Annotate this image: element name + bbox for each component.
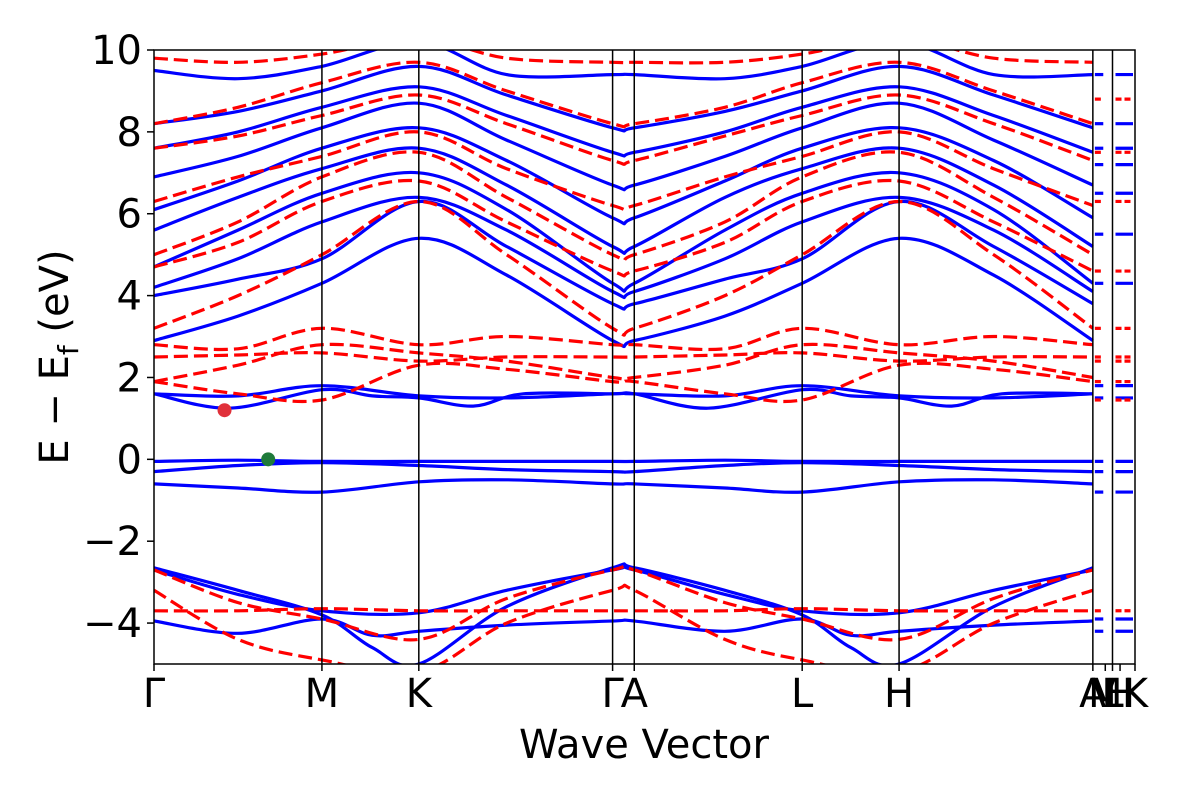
x-axis-label: Wave Vector [519, 722, 770, 768]
y-tick-label: 0 [117, 437, 142, 483]
y-tick-label: −2 [83, 519, 142, 565]
y-tick-label: 8 [117, 110, 142, 156]
solid-band-line [154, 50, 1093, 81]
markers-layer [217, 403, 276, 467]
solid-band-line [154, 85, 1094, 158]
dashed-band-line [154, 326, 1094, 352]
dashed-band-line [154, 60, 1094, 129]
x-tick-label: L [791, 671, 814, 717]
x-tick-label: Γ [601, 671, 624, 717]
dashed-band-line [154, 150, 1094, 262]
dashed-band-line [154, 607, 1093, 613]
solid-band-line [154, 236, 1094, 349]
solid-band-line [154, 195, 1094, 300]
point-marker [261, 452, 276, 467]
solid-band-line [154, 461, 1093, 474]
dashed-band-line [154, 583, 1094, 664]
x-tick-label: M [1088, 671, 1123, 717]
dashed-band-line [154, 130, 1094, 212]
high-symmetry-lines [321, 50, 1114, 664]
y-tick-label: 2 [117, 355, 142, 401]
x-tick-label: H [884, 671, 914, 717]
x-tick-label: A [1079, 671, 1107, 717]
x-tick-label: K [406, 671, 434, 717]
dashed-band-line [154, 93, 1094, 166]
y-tick-label: 4 [117, 274, 142, 320]
solid-band-line [154, 458, 1093, 464]
x-tick-label: M [305, 671, 340, 717]
y-axis-label: E − Ef (eV) [32, 249, 85, 464]
solid-band-line [154, 478, 1093, 494]
y-tick-label: −4 [83, 601, 142, 647]
solid-band-line [154, 199, 1094, 311]
bands-layer [154, 50, 1133, 664]
x-tick-label: L [1101, 671, 1124, 717]
y-axis-label-subscript: f [52, 344, 85, 355]
dashed-band-line [154, 564, 1094, 642]
dashed-band-line [154, 361, 1094, 404]
x-tick-label: K [1122, 671, 1150, 717]
y-axis-ticks: 10 8 6 4 2 0 −2 −4 [83, 28, 154, 647]
y-axis-label-main: E − E [32, 355, 78, 465]
y-tick-label: 10 [91, 28, 142, 74]
x-tick-label: Γ [143, 671, 166, 717]
solid-band-line [154, 565, 1094, 617]
point-marker [217, 403, 232, 418]
plot-frame [153, 49, 1136, 665]
solid-band-line [154, 64, 1094, 133]
x-tick-label: A [621, 671, 649, 717]
solid-band-line [154, 126, 1094, 226]
x-tick-label: H [1105, 671, 1135, 717]
dashed-band-line [154, 351, 1093, 363]
y-tick-label: 6 [117, 192, 142, 238]
y-axis-label-unit: (eV) [32, 249, 78, 345]
dashed-band-line [154, 178, 1094, 278]
solid-band-line [154, 101, 1094, 192]
dashed-band-line [154, 342, 1094, 384]
solid-band-line [154, 146, 1094, 255]
solid-band-line [154, 384, 1093, 400]
